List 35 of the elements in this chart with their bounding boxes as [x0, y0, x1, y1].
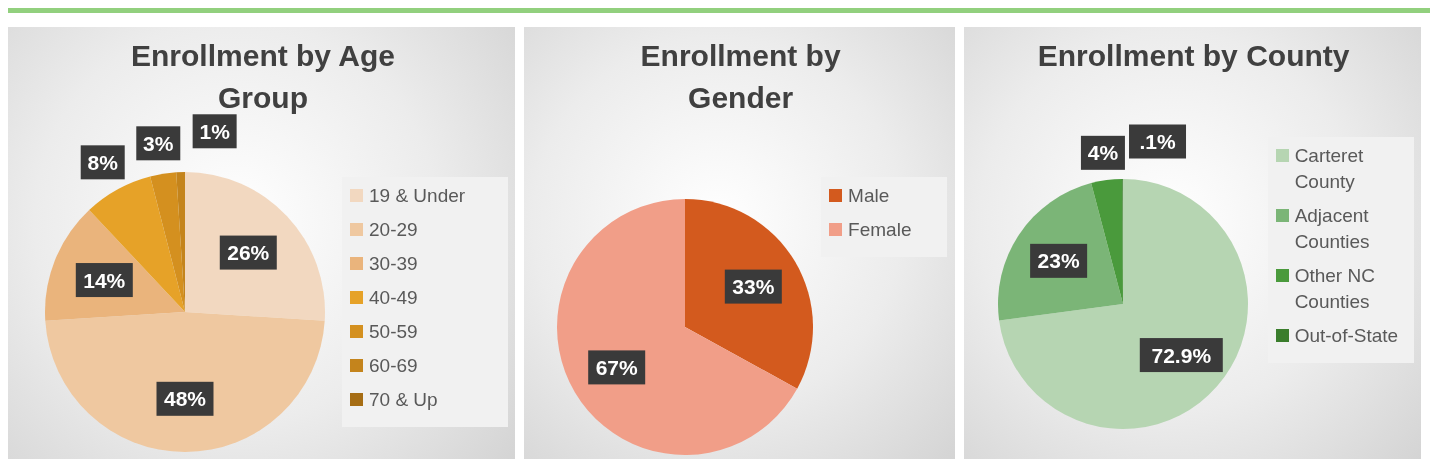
pie-slice	[557, 199, 798, 455]
pie-slice	[998, 179, 1248, 429]
data-label: 67%	[595, 355, 639, 379]
legend-label: Male	[848, 184, 890, 208]
chart-title: Enrollment by Gender	[639, 38, 842, 116]
chart-title: Enrollment by Age Group	[130, 38, 396, 116]
data-label: 3%	[143, 131, 174, 155]
legend-label: 40-49	[369, 286, 418, 310]
legend-label: 19 & Under	[369, 184, 466, 208]
legend-label: Adjacent Counties	[1294, 204, 1371, 254]
legend-label: 20-29	[369, 218, 418, 242]
legend-label: Out-of-State	[1294, 324, 1399, 348]
pie-slice	[150, 172, 185, 312]
data-label: 14%	[83, 268, 126, 292]
data-label: .1%	[1139, 130, 1176, 153]
data-label: 1%	[199, 119, 231, 143]
data-label: 48%	[163, 387, 207, 411]
legend-label: Female	[848, 218, 912, 242]
data-label: 72.9%	[1151, 343, 1212, 367]
pie-slice	[685, 199, 814, 389]
legend-label: 50-59	[369, 320, 418, 344]
data-label: 33%	[732, 275, 775, 299]
chart-title: Enrollment by County	[1036, 38, 1351, 74]
data-label: 23%	[1037, 249, 1080, 273]
data-label: 26%	[227, 241, 270, 265]
legend-label: Carteret County	[1294, 144, 1365, 194]
legend-label: 70 & Up	[369, 388, 438, 412]
data-label: 4%	[1087, 141, 1119, 165]
legend-label: Other NC Counties	[1294, 264, 1376, 314]
pie-slice	[45, 312, 325, 452]
pie-slice	[1090, 179, 1123, 304]
pie-slice	[185, 172, 325, 321]
legend-label: 30-39	[369, 252, 418, 276]
data-label: 8%	[87, 150, 119, 174]
legend-label: 60-69	[369, 354, 418, 378]
